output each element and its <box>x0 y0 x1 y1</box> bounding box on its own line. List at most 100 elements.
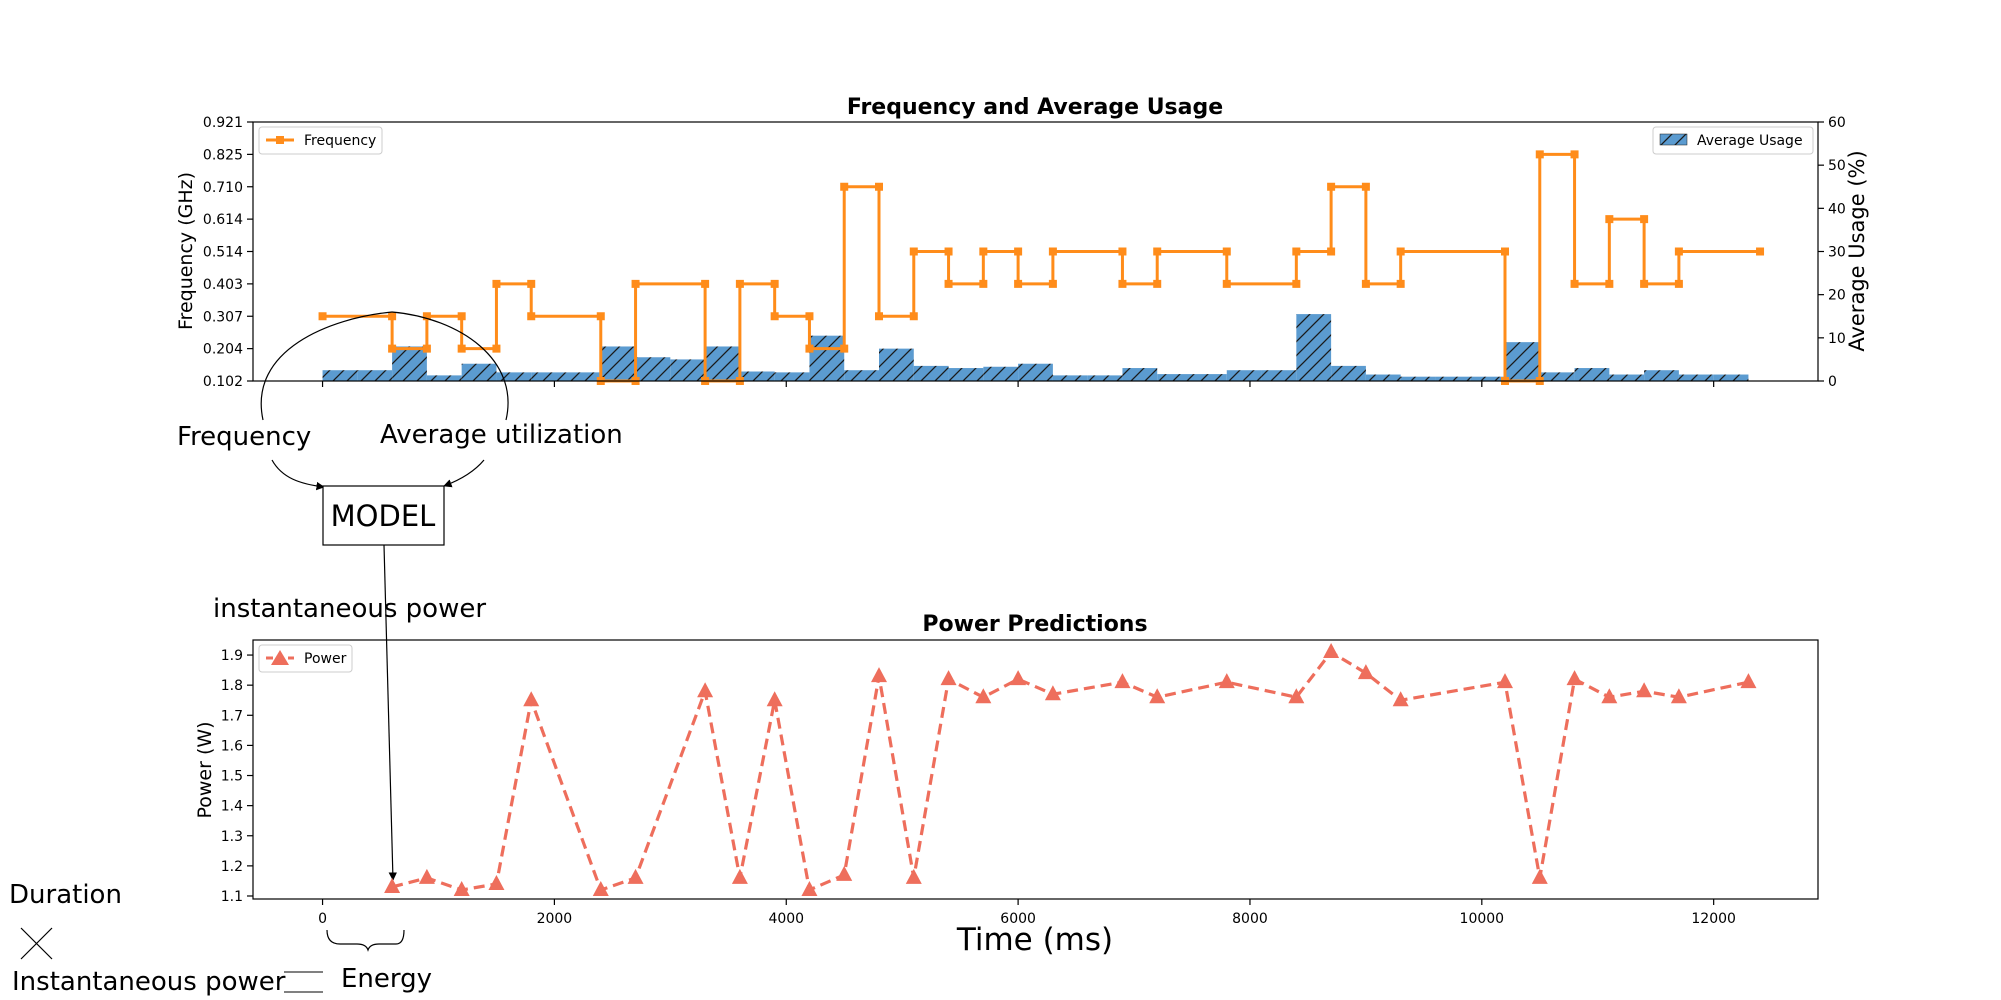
top-chart-title: Frequency and Average Usage <box>847 95 1223 120</box>
power-marker-23 <box>1357 664 1374 680</box>
frequency-marker-56 <box>1570 279 1579 288</box>
usage-tick-label-0: 0 <box>1828 374 1837 390</box>
energy-brace <box>326 929 405 952</box>
usage-bar-38 <box>1644 370 1679 381</box>
power-marker-29 <box>1636 682 1653 698</box>
frequency-marker-61 <box>1674 279 1683 288</box>
usage-legend-swatch <box>1659 133 1688 146</box>
usage-bar-30 <box>1365 374 1401 381</box>
usage-bar-20 <box>1018 363 1053 381</box>
power-marker-3 <box>488 874 505 890</box>
frequency-marker-32 <box>979 247 988 256</box>
power-tick-label-5: 1.6 <box>221 738 243 754</box>
usage-bar-19 <box>983 366 1019 381</box>
power-tick-label-7: 1.8 <box>221 678 243 694</box>
usage-bar-22 <box>1087 375 1123 381</box>
frequency-tick-label-8: 0.921 <box>203 115 243 131</box>
frequency-marker-36 <box>1048 247 1057 256</box>
power-marker-26 <box>1531 868 1548 884</box>
frequency-marker-20 <box>770 312 779 321</box>
frequency-marker-33 <box>1014 247 1023 256</box>
frequency-marker-41 <box>1222 247 1231 256</box>
model-diagram: Frequency Average utilization MODEL inst… <box>177 311 623 881</box>
usage-bar-18 <box>948 368 984 381</box>
usage-bar-8 <box>600 346 636 381</box>
power-marker-21 <box>1288 688 1305 704</box>
frequency-marker-11 <box>596 312 605 321</box>
power-tick-label-1: 1.2 <box>221 859 243 875</box>
usage-bar-15 <box>844 370 879 381</box>
power-marker-14 <box>940 670 957 686</box>
time-tick-label-0: 0 <box>318 911 327 927</box>
frequency-legend-box <box>258 126 383 155</box>
usage-tick-label-2: 20 <box>1828 288 1846 304</box>
frequency-marker-45 <box>1327 247 1336 256</box>
usage-bar-10 <box>670 359 706 381</box>
bottom-plot-frame <box>252 639 1819 900</box>
frequency-marker-23 <box>840 344 849 353</box>
time-axis-label: Time (ms) <box>956 922 1113 958</box>
frequency-marker-15 <box>701 279 710 288</box>
frequency-marker-60 <box>1640 279 1649 288</box>
frequency-marker-48 <box>1361 279 1370 288</box>
time-axis: 0 2000 4000 6000 8000 10000 12000 <box>318 899 1736 927</box>
usage-bar-2 <box>392 346 427 381</box>
usage-legend-box <box>1652 126 1814 155</box>
power-marker-19 <box>1149 688 1166 704</box>
power-tick-label-0: 1.1 <box>221 889 243 905</box>
frequency-marker-34 <box>1014 279 1023 288</box>
usage-bar-23 <box>1122 368 1158 381</box>
power-marker-24 <box>1392 691 1409 707</box>
power-axis: 1.1 1.2 1.3 1.4 1.5 1.6 1.7 1.8 1.9 <box>221 648 253 905</box>
power-marker-22 <box>1323 643 1340 659</box>
frequency-marker-7 <box>492 344 501 353</box>
usage-bar-12 <box>739 371 775 381</box>
usage-bar-1 <box>357 370 393 381</box>
model-to-power-arrow <box>383 544 397 881</box>
frequency-marker-51 <box>1501 247 1509 256</box>
usage-bar-28 <box>1296 314 1332 381</box>
frequency-marker-30 <box>944 279 953 288</box>
usage-bar-40 <box>1713 374 1749 381</box>
frequency-marker-3 <box>422 344 431 353</box>
power-marker-12 <box>871 667 887 683</box>
usage-tick-label-4: 40 <box>1828 201 1846 217</box>
usage-bar-26 <box>1226 370 1262 381</box>
frequency-annotation: Frequency <box>177 422 311 452</box>
power-marker-10 <box>801 880 818 896</box>
top-plot-frame <box>252 121 1819 382</box>
frequency-usage-chart: Frequency and Average Usage 0.1020.2040.… <box>175 95 1869 390</box>
frequency-tick-label-4: 0.514 <box>203 245 243 261</box>
frequency-legend-label: Frequency <box>304 133 376 149</box>
power-marker-30 <box>1670 688 1687 704</box>
frequency-bracket-left <box>260 311 393 421</box>
usage-bar-3 <box>426 375 462 381</box>
usage-bar-25 <box>1192 374 1227 381</box>
power-series <box>384 643 1757 896</box>
frequency-tick-label-3: 0.403 <box>203 277 243 293</box>
power-marker-7 <box>697 682 714 698</box>
instantaneous-power-key-label: Instantaneous power <box>12 967 286 997</box>
frequency-marker-40 <box>1153 247 1162 256</box>
frequency-marker-2 <box>388 344 397 353</box>
power-marker-6 <box>627 868 644 884</box>
frequency-marker-39 <box>1153 279 1162 288</box>
usage-bar-16 <box>879 348 914 381</box>
usage-bar-5 <box>496 372 532 381</box>
power-tick-label-6: 1.7 <box>221 708 243 724</box>
usage-bars <box>322 314 1749 381</box>
frequency-to-model-arrow <box>271 459 325 491</box>
frequency-marker-62 <box>1674 247 1683 256</box>
time-tick-label-5: 10000 <box>1460 911 1505 927</box>
frequency-marker-50 <box>1396 247 1405 256</box>
power-line <box>391 649 1749 893</box>
frequency-legend: Frequency <box>258 126 383 155</box>
usage-bar-0 <box>322 370 358 381</box>
frequency-marker-9 <box>527 279 536 288</box>
frequency-marker-0 <box>318 312 327 321</box>
frequency-tick-label-5: 0.614 <box>203 212 243 228</box>
power-marker-20 <box>1218 673 1235 689</box>
bottom-chart-title: Power Predictions <box>922 612 1147 637</box>
usage-bar-24 <box>1157 374 1192 381</box>
power-marker-15 <box>975 688 992 704</box>
